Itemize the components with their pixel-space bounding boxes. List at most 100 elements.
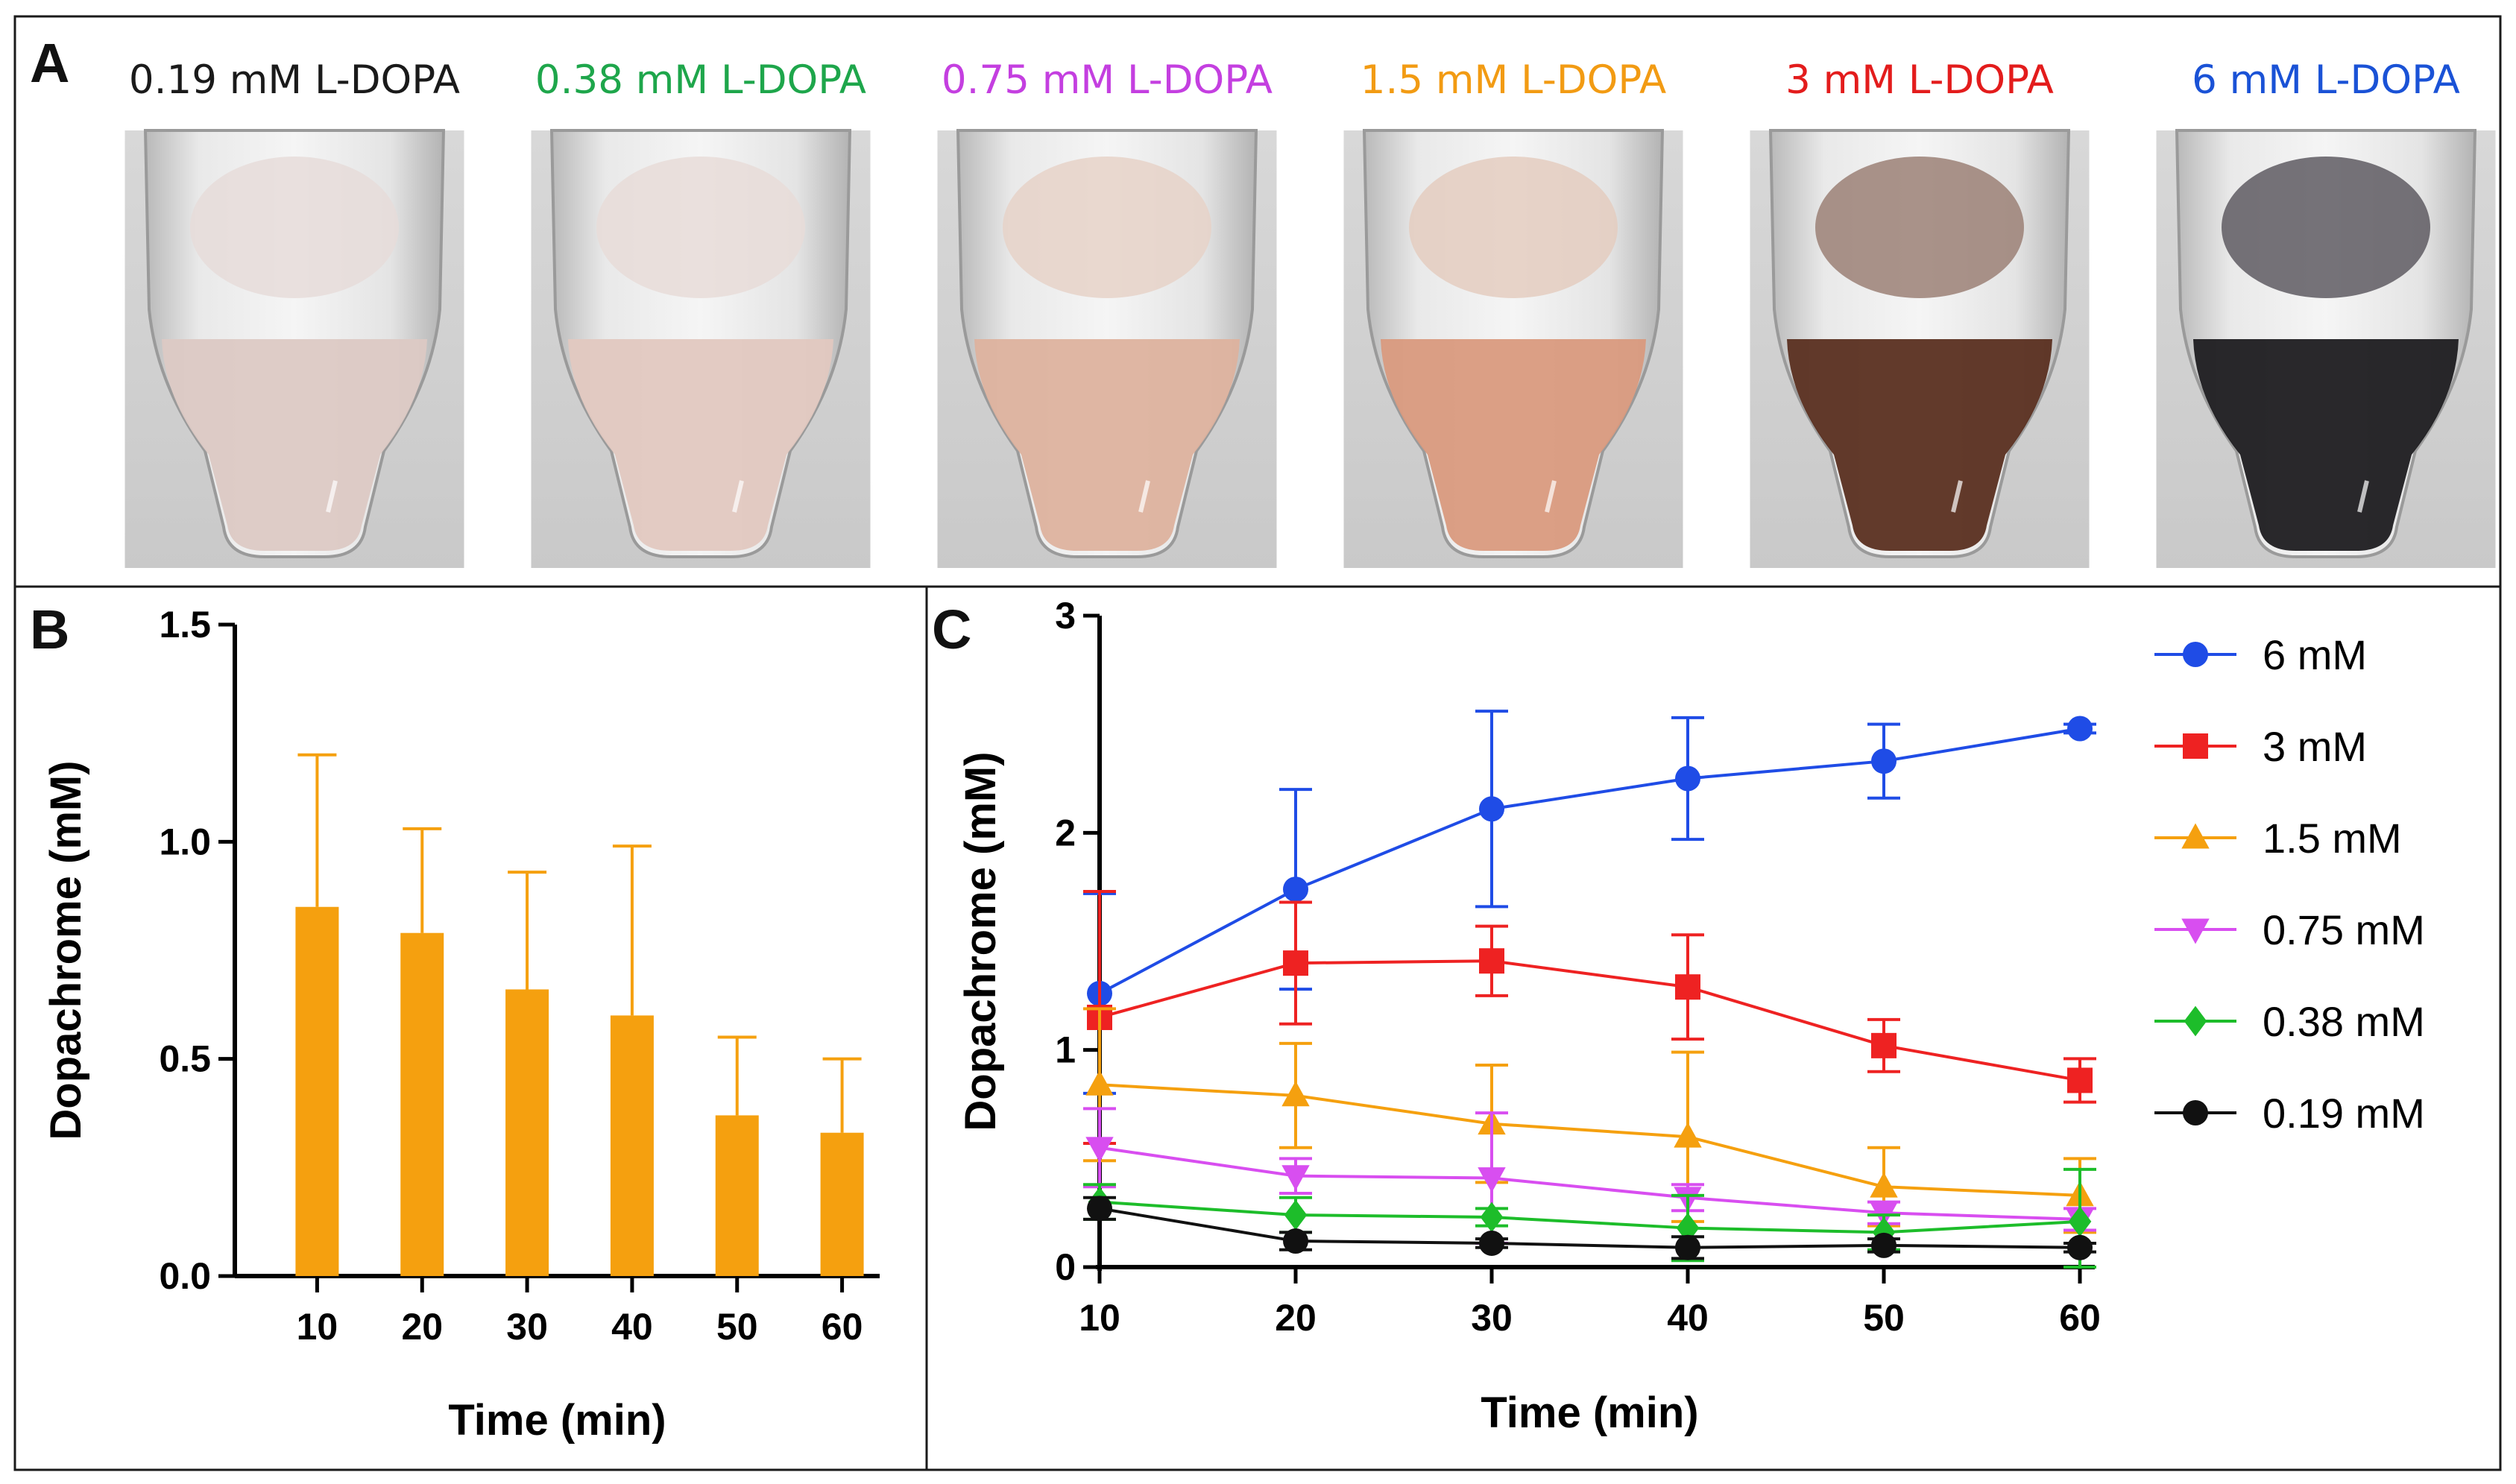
legend-item: 0.38 mM <box>2154 998 2425 1045</box>
legend-item: 3 mM <box>2154 723 2367 770</box>
panel-letter-b: B <box>30 599 69 660</box>
x-tick-label: 20 <box>1275 1297 1317 1339</box>
tube-liquid <box>568 339 833 551</box>
legend-label: 0.38 mM <box>2263 998 2425 1045</box>
legend-label: 0.19 mM <box>2263 1090 2425 1137</box>
tube-highlight <box>2357 480 2369 513</box>
panel-letter-c: C <box>932 599 971 660</box>
series-line <box>1099 1146 2081 1221</box>
data-point <box>1479 948 1504 974</box>
tube-liquid <box>162 339 427 551</box>
y-tick-label: 0 <box>1055 1246 1076 1288</box>
y-tick-label: 1.0 <box>159 821 211 862</box>
legend-label: 6 mM <box>2263 631 2367 678</box>
x-tick-label: 50 <box>716 1306 758 1348</box>
x-tick-label: 60 <box>822 1306 863 1348</box>
data-point <box>1479 796 1504 822</box>
legend-item: 6 mM <box>2154 631 2367 678</box>
data-point <box>1674 1122 1702 1148</box>
tube-label: 1.5 mM L-DOPA <box>1361 57 1666 103</box>
y-tick-label: 1.5 <box>159 604 211 645</box>
tube-upper-bubble <box>190 157 399 298</box>
data-point <box>1480 1202 1504 1233</box>
tube-highlight <box>732 480 744 513</box>
legend-item: 0.19 mM <box>2154 1090 2425 1137</box>
tube-upper-bubble <box>1815 157 2024 298</box>
x-tick-label: 40 <box>611 1306 653 1348</box>
data-point <box>1478 1167 1506 1193</box>
data-point <box>1281 1165 1310 1191</box>
y-tick-label: 1 <box>1055 1029 1076 1071</box>
data-point <box>1675 974 1700 1000</box>
legend-marker <box>2183 642 2208 667</box>
series-line <box>1099 1200 2081 1234</box>
data-point <box>1085 1137 1114 1163</box>
x-tick-label: 30 <box>1471 1297 1513 1339</box>
series-0.38-mm <box>1083 1167 2096 1269</box>
data-point <box>1871 1232 1897 1258</box>
tube-highlight <box>326 480 338 513</box>
legend-label: 1.5 mM <box>2263 815 2402 862</box>
series-line <box>1099 1207 2081 1249</box>
data-point <box>2067 716 2093 742</box>
data-point <box>1283 950 1308 976</box>
x-axis-title: Time (min) <box>1481 1389 1698 1437</box>
x-tick-label: 60 <box>2059 1297 2101 1339</box>
tube-upper-bubble <box>1003 157 1211 298</box>
tube-upper-bubble <box>2222 157 2430 298</box>
bar-20 <box>400 932 444 1276</box>
series-0.19-mm <box>1083 1196 2096 1260</box>
bar-10 <box>295 906 339 1276</box>
data-point <box>1283 1228 1308 1254</box>
x-tick-label: 10 <box>297 1306 338 1348</box>
tube-highlight <box>1138 480 1150 513</box>
data-point <box>1675 1234 1700 1260</box>
data-point <box>2068 1206 2092 1237</box>
legend-label: 3 mM <box>2263 723 2367 770</box>
data-point <box>1870 1172 1898 1198</box>
legend-marker <box>2181 918 2210 944</box>
y-tick-label: 3 <box>1055 595 1076 637</box>
tube-1: 0.19 mM L-DOPA <box>124 57 464 568</box>
series-3-mm <box>1083 889 2096 1145</box>
tube-highlight <box>1951 480 1963 513</box>
tube-5: 3 mM L-DOPA <box>1750 57 2090 568</box>
tube-label: 3 mM L-DOPA <box>1785 57 2054 103</box>
data-point <box>1479 1230 1504 1256</box>
chart-c-plot: 0 1 2 3 10 20 30 40 50 60 6 mM 3 mM 1.5 mM 0.75 mM 0.3… <box>956 595 2425 1437</box>
x-tick-label: 10 <box>1079 1297 1120 1339</box>
data-point <box>1085 1070 1114 1096</box>
data-point <box>1281 1081 1310 1107</box>
legend-item: 0.75 mM <box>2154 906 2425 953</box>
data-point <box>1871 1032 1897 1058</box>
y-tick-label: 0.0 <box>159 1255 211 1297</box>
panel-letter-a: A <box>30 32 69 94</box>
legend-label: 0.75 mM <box>2263 906 2425 953</box>
panel-a-tube-photos: A 0.19 mM L-DOPA 0.38 mM L-DOPA 0.75 mM L-… <box>30 32 2496 568</box>
series-6-mm <box>1083 710 2096 1095</box>
tube-upper-bubble <box>1409 157 1618 298</box>
bar-40 <box>610 1015 654 1276</box>
x-axis-title: Time (min) <box>448 1396 666 1444</box>
x-tick-label: 30 <box>506 1306 548 1348</box>
series-line <box>1099 727 2081 995</box>
y-axis-title: Dopachrome (mM) <box>42 760 90 1140</box>
series-line <box>1099 959 2081 1082</box>
tube-label: 0.75 mM L-DOPA <box>942 57 1273 103</box>
data-point <box>1087 1196 1112 1222</box>
data-point <box>1283 877 1308 903</box>
legend-marker <box>2184 1005 2207 1037</box>
tube-6: 6 mM L-DOPA <box>2156 57 2496 568</box>
tube-4: 1.5 mM L-DOPA <box>1343 57 1683 568</box>
data-point <box>1871 748 1897 774</box>
tube-upper-bubble <box>596 157 805 298</box>
chart-b-plot: 0.0 0.5 1.0 1.5 10 20 30 40 50 60 Time (min) Dopach… <box>42 604 880 1444</box>
panel-frames <box>13 15 2502 1471</box>
x-tick-label: 20 <box>401 1306 443 1348</box>
tube-label: 6 mM L-DOPA <box>2192 57 2460 103</box>
y-tick-label: 2 <box>1055 812 1076 853</box>
legend: 6 mM 3 mM 1.5 mM 0.75 mM 0.38 mM 0.19 mM <box>2154 631 2425 1137</box>
tube-liquid <box>1381 339 1646 551</box>
